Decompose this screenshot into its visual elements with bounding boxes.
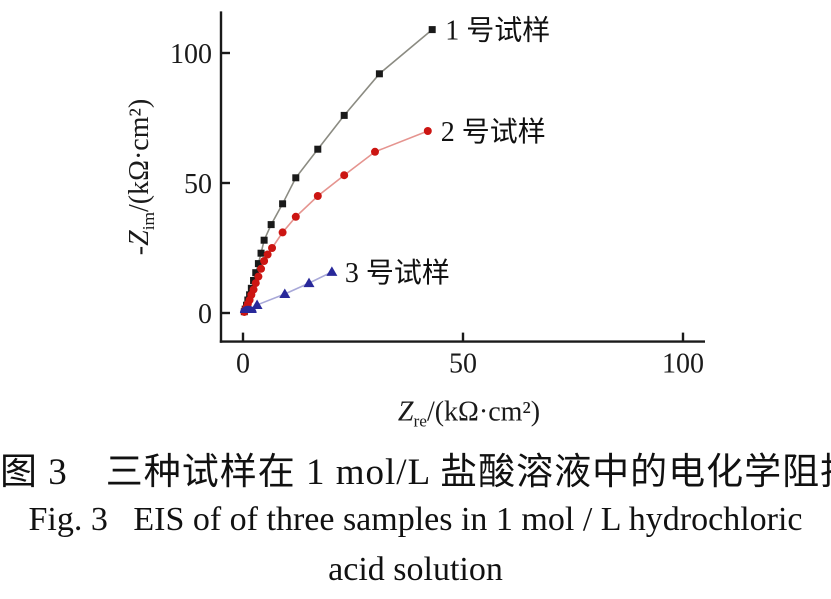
series-line-3 bbox=[256, 271, 333, 306]
data-point-circle bbox=[254, 272, 263, 281]
data-point-square bbox=[428, 26, 436, 34]
data-point-square bbox=[340, 111, 348, 119]
data-point-circle bbox=[340, 171, 349, 180]
data-point-circle bbox=[251, 279, 260, 288]
caption-english-line1: Fig. 3 EIS of of three samples in 1 mol … bbox=[28, 501, 803, 538]
y-tick-label: 50 bbox=[184, 169, 212, 200]
data-point-circle bbox=[257, 264, 266, 273]
series-label-2: 2 号试样 bbox=[441, 116, 546, 148]
data-point-square bbox=[375, 70, 383, 78]
x-axis-title: Zre​/(kΩ·cm²) bbox=[398, 397, 540, 431]
data-point-circle bbox=[423, 127, 432, 135]
data-point-circle bbox=[260, 257, 269, 265]
data-point-square bbox=[260, 236, 268, 244]
data-point-triangle bbox=[303, 277, 315, 288]
caption-english-line2: acid solution bbox=[328, 551, 503, 588]
data-point-triangle bbox=[251, 299, 263, 309]
y-axis-title: -Zim​/(kΩ·cm²) bbox=[124, 99, 158, 255]
data-point-circle bbox=[268, 244, 277, 252]
y-tick-label: 0 bbox=[198, 299, 212, 330]
y-tick-label: 100 bbox=[170, 39, 212, 70]
data-point-square bbox=[267, 221, 275, 229]
data-point-circle bbox=[313, 192, 322, 200]
data-point-circle bbox=[249, 285, 258, 294]
series-label-1: 1 号试样 bbox=[445, 15, 550, 47]
data-point-triangle bbox=[326, 266, 338, 276]
data-point-triangle bbox=[279, 288, 291, 299]
x-tick-label: 100 bbox=[662, 349, 704, 380]
data-point-circle bbox=[278, 228, 287, 237]
data-point-square bbox=[252, 269, 260, 277]
data-point-square bbox=[292, 174, 300, 182]
data-point-square bbox=[254, 260, 262, 268]
data-point-circle bbox=[263, 250, 272, 259]
data-point-square bbox=[257, 249, 265, 257]
data-point-circle bbox=[291, 212, 300, 221]
eis-nyquist-chart: 0 50 100 0 50 100 Zre​/(kΩ·cm²) -Zim​/(kΩ·cm²) 1… bbox=[124, 11, 705, 431]
x-tick-label: 0 bbox=[236, 349, 250, 380]
caption-chinese: 图 3 三种试样在 1 mol/L 盐酸溶液中的电化学阻抗谱 bbox=[0, 452, 831, 493]
data-point-square bbox=[279, 200, 287, 208]
series-label-3: 3 号试样 bbox=[345, 257, 450, 289]
x-tick-label: 50 bbox=[449, 349, 477, 380]
data-point-square bbox=[314, 145, 322, 153]
data-point-circle bbox=[371, 147, 379, 156]
